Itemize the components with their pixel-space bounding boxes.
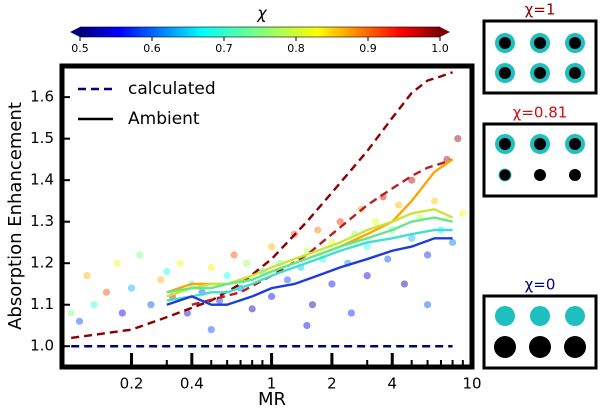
- point: [394, 201, 403, 209]
- particles: [494, 306, 586, 358]
- x-tick-label: 10: [462, 375, 481, 393]
- plot-frame: [59, 63, 475, 370]
- point: [207, 326, 215, 334]
- y-tick-label: 1.1: [30, 295, 54, 313]
- plot: [67, 71, 467, 348]
- colorbar-tick-label: 0.8: [287, 42, 305, 55]
- panel: χ=0.81: [482, 104, 598, 198]
- colorbar-label: χ: [256, 4, 267, 23]
- point: [127, 284, 136, 292]
- point: [459, 209, 467, 217]
- point: [147, 301, 155, 309]
- point: [308, 301, 317, 309]
- y-tick-label: 1.3: [30, 212, 54, 230]
- point: [90, 301, 98, 309]
- x-tick-label: 0.2: [120, 375, 144, 393]
- point: [303, 247, 311, 255]
- colorbar: χ: [70, 4, 450, 38]
- panel: χ=1: [482, 1, 598, 95]
- point: [242, 259, 251, 267]
- colorbar-extend: [440, 27, 450, 37]
- point: [118, 309, 126, 317]
- y-tick-label: 1.6: [30, 88, 54, 106]
- line: [166, 216, 453, 294]
- particles: [495, 33, 585, 83]
- point: [328, 280, 336, 288]
- x-tick-label: 1: [267, 375, 277, 393]
- point: [207, 263, 215, 271]
- point: [75, 317, 84, 325]
- y-tick-label: 1.4: [30, 171, 54, 189]
- colorbar-tick-label: 0.7: [215, 42, 233, 55]
- colorbar-tick-label: 0.9: [359, 42, 377, 55]
- colorbar-tick-label: 0.5: [71, 42, 89, 55]
- point: [408, 176, 416, 184]
- point: [267, 292, 276, 301]
- panel-label: χ=0: [525, 276, 556, 294]
- point: [363, 243, 371, 251]
- panel: χ=0: [482, 276, 598, 370]
- point: [283, 276, 292, 284]
- panel-label: χ=1: [525, 1, 556, 19]
- plot-area: [62, 66, 472, 367]
- line: [166, 228, 453, 302]
- particles: [495, 134, 585, 182]
- colorbar-gradient: [79, 26, 441, 38]
- point: [314, 226, 322, 234]
- y-tick-label: 1.2: [30, 254, 54, 272]
- point: [67, 309, 75, 317]
- point: [347, 309, 355, 317]
- point: [136, 251, 144, 259]
- point: [163, 267, 171, 276]
- point: [303, 321, 311, 330]
- point: [448, 238, 457, 247]
- legend: calculated Ambient: [78, 79, 216, 129]
- point: [113, 259, 121, 267]
- point: [267, 243, 276, 251]
- y-axis-label: Absorption Enhancement: [5, 102, 26, 330]
- point: [248, 305, 256, 313]
- point: [423, 251, 432, 259]
- colorbar-tick-label: 1.0: [431, 42, 449, 55]
- x-tick-label: 2: [327, 375, 337, 393]
- x-axis-label: MR: [258, 389, 286, 410]
- line: [166, 207, 454, 298]
- point: [400, 280, 409, 288]
- point: [423, 301, 432, 309]
- point: [454, 135, 462, 143]
- x-tick-label: 4: [387, 375, 397, 393]
- point: [363, 272, 371, 280]
- x-tick-label: 0.4: [180, 375, 204, 393]
- point: [102, 288, 111, 296]
- point: [430, 197, 439, 205]
- point: [223, 272, 231, 280]
- point: [371, 218, 380, 226]
- point: [176, 259, 184, 267]
- point: [336, 218, 344, 226]
- legend-label: Ambient: [128, 109, 200, 129]
- y-tick-label: 1.5: [30, 129, 54, 147]
- panel-label: χ=0.81: [513, 104, 568, 122]
- line: [191, 158, 453, 306]
- point: [83, 272, 91, 280]
- point: [230, 251, 238, 259]
- colorbar-extend: [70, 27, 80, 37]
- point: [157, 276, 165, 284]
- point: [384, 255, 392, 263]
- line: [71, 71, 453, 340]
- legend-label: calculated: [128, 79, 216, 99]
- point: [408, 234, 416, 242]
- colorbar-tick-label: 0.6: [143, 42, 161, 55]
- y-tick-label: 1.0: [30, 337, 54, 355]
- line: [166, 237, 453, 306]
